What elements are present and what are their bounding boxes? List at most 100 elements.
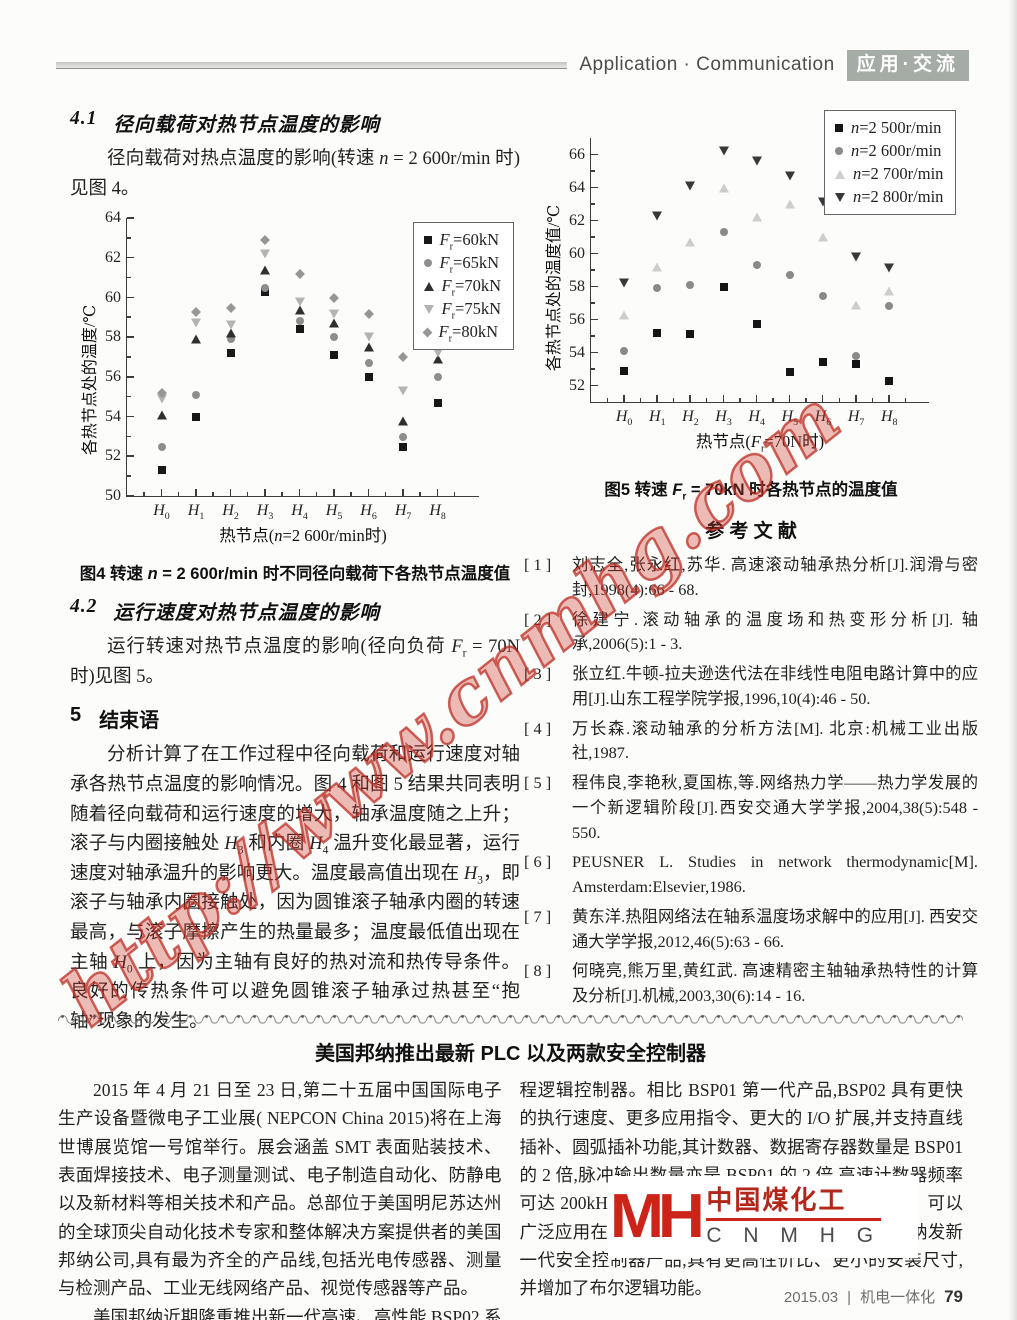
data-point (885, 376, 894, 385)
circle-marker-icon (719, 228, 728, 237)
data-point (752, 320, 761, 329)
y-minor-tick (591, 335, 595, 337)
x-tick-label: H0 (153, 502, 170, 523)
diamond-marker-icon (191, 306, 201, 317)
data-point (225, 320, 236, 330)
y-tick (591, 219, 598, 221)
circle-marker-icon (192, 390, 201, 399)
section-4-1-body: 径向载荷对热点温度的影响(转速 n = 2 600r/min 时)见图 4。 (70, 149, 520, 199)
reference-item: [ 4 ] 万长森.滚动轴承的分析方法[M]. 北京:机械工业出版社,1987. (524, 717, 978, 767)
x-minor-tick (639, 398, 642, 402)
x-tick-label: H3 (256, 502, 274, 523)
y-minor-tick (127, 435, 131, 438)
x-tick (755, 395, 758, 402)
x-tick (888, 395, 890, 402)
data-point (619, 278, 630, 288)
triangle-down-marker-icon (685, 181, 696, 191)
circle-marker-icon (835, 147, 843, 155)
y-tick (127, 336, 134, 338)
y-tick-label: 64 (569, 178, 585, 196)
data-point (225, 302, 236, 313)
square-marker-icon (719, 282, 728, 291)
triangle-down-marker-icon (619, 278, 630, 288)
triangle-up-marker-icon (191, 334, 202, 344)
legend-item: Fr=65kN (423, 253, 501, 276)
y-tick-label: 62 (569, 211, 585, 229)
reference-label: [ 1 ] (524, 555, 552, 574)
triangle-up-marker-icon (225, 328, 236, 338)
footer-page-number: 79 (944, 1287, 963, 1306)
square-marker-icon (818, 358, 827, 367)
legend-item: Fr=60kN (423, 230, 501, 252)
data-point (330, 333, 339, 342)
x-tick (623, 395, 625, 402)
reference-label: [ 8 ] (524, 961, 552, 981)
data-point (398, 416, 409, 426)
section-title: 结束语 (99, 710, 160, 733)
data-point (398, 386, 409, 396)
section-5-heading: 5 结束语 (70, 704, 520, 733)
y-tick (591, 351, 598, 353)
triangle-down-marker-icon (817, 197, 828, 207)
y-axis-label: 各热节点处的温度值/℃ (546, 204, 563, 372)
data-point (884, 286, 895, 296)
y-tick-label: 58 (569, 277, 585, 295)
y-tick (127, 455, 134, 457)
data-point (260, 249, 271, 259)
y-minor-tick (591, 269, 595, 271)
y-axis-label: 各热节点处的温度/℃ (82, 305, 99, 456)
figure4-chart: 50 52 54 56 58 60 62 64 H0 H1 H2 H3 H4 H5 H6 H7 H8 热节点(n=… (62, 209, 514, 550)
reference-label: [ 7 ] (524, 906, 552, 926)
x-tick-label: H5 (325, 502, 343, 523)
circle-marker-icon (686, 280, 695, 289)
page-header: Application · Communication 应用·交流 (56, 50, 969, 81)
x-minor-tick (281, 492, 283, 497)
cnmhg-logo: MH 中国煤化工 C N M H G (608, 1176, 918, 1258)
references-list: [ 1 ] 刘志全,张永红,苏华. 高速滚动轴承热分析[J].润滑与密封,1998… (524, 553, 978, 1009)
section-title: 径向载荷对热节点温度的影响 (113, 115, 380, 136)
x-tick-label: H7 (847, 408, 865, 429)
x-minor-tick (672, 398, 675, 402)
data-point (192, 412, 201, 421)
reference-label: [ 5 ] (524, 773, 552, 793)
data-point (652, 211, 663, 221)
news-title: 美国邦纳推出最新 PLC 以及两款安全控制器 (314, 1043, 707, 1065)
x-minor-tick (838, 398, 841, 402)
square-marker-icon (835, 124, 843, 132)
circle-marker-icon (330, 333, 339, 342)
triangle-down-marker-icon (225, 320, 236, 330)
legend-label: Fr=65kN (439, 253, 499, 276)
data-point (157, 466, 166, 475)
data-point (226, 349, 235, 358)
triangle-up-marker-icon (619, 310, 630, 320)
reference-item: [ 8 ] 何晓亮,熊万里,黄红武. 高速精密主轴轴承热特性的计算及分析[J].机… (524, 959, 978, 1009)
y-tick (127, 256, 134, 259)
circle-marker-icon (261, 283, 270, 292)
data-point (433, 398, 442, 407)
triangle-up-marker-icon (685, 237, 696, 247)
wavy-divider-icon (58, 1012, 963, 1025)
x-tick-label: H8 (880, 408, 898, 429)
square-marker-icon (330, 351, 339, 360)
data-point (817, 232, 828, 242)
legend-label: Fr=70kN (441, 276, 501, 299)
reference-text: 刘志全,张永红,苏华. 高速滚动轴承热分析[J].润滑与密封,1998(4):6… (572, 555, 978, 599)
triangle-down-marker-icon (884, 263, 895, 273)
x-tick (722, 395, 725, 402)
y-tick (591, 252, 598, 254)
data-point (718, 183, 729, 192)
section-number: 4.2 (70, 596, 98, 618)
circle-marker-icon (818, 292, 827, 301)
reference-item: [ 2 ] 徐建宁.滚动轴承的温度场和热变形分析[J]. 轴承,2006(5):1… (524, 608, 978, 658)
data-point (718, 146, 729, 156)
circle-marker-icon (620, 346, 629, 355)
data-point (851, 252, 862, 262)
cnmhg-logo-mark-icon: MH (609, 1182, 705, 1251)
square-marker-icon (852, 360, 861, 369)
circle-marker-icon (752, 261, 761, 270)
footer-issue: 2015.03 (783, 1289, 839, 1306)
x-tick-label: H2 (222, 502, 239, 523)
reference-item: [ 3 ] 张立红.牛顿-拉夫逊迭代法在非线性电阻电路计算中的应用[J].山东工程… (524, 662, 978, 712)
y-tick (591, 384, 598, 386)
x-tick (788, 395, 791, 402)
